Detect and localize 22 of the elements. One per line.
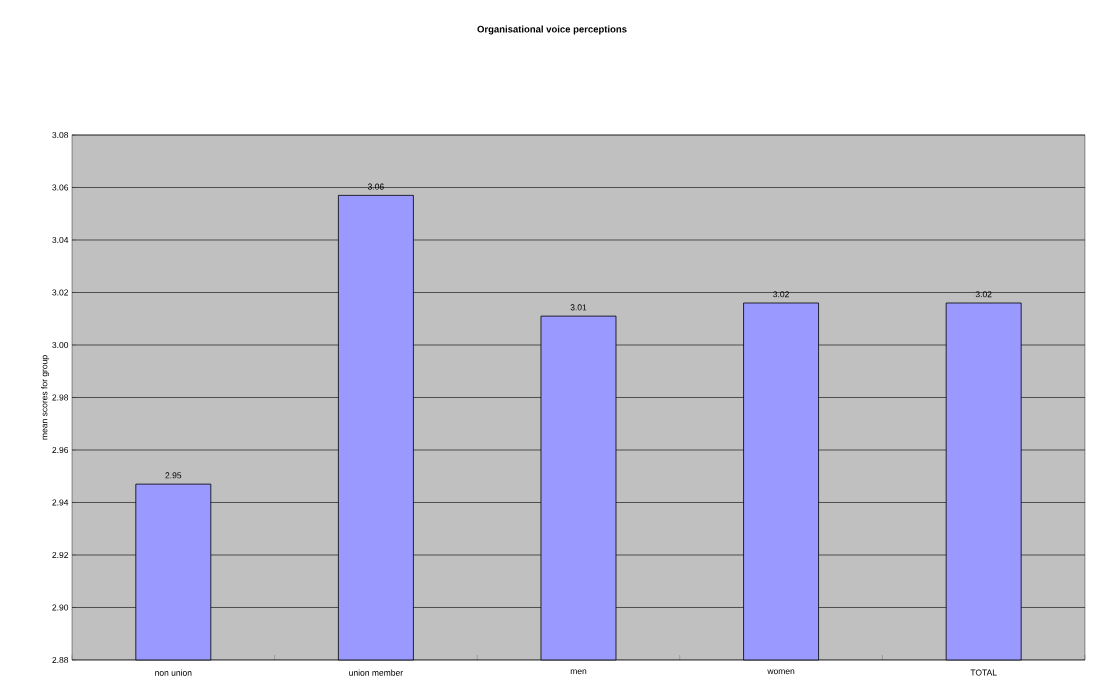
y-tick-label: 3.00 — [52, 341, 69, 348]
y-tick-label: 2.96 — [52, 446, 69, 453]
data-label: 3.02 — [773, 291, 789, 298]
x-tick-label: women — [767, 669, 795, 675]
data-label: 2.95 — [165, 472, 182, 479]
y-tick-label: 3.04 — [52, 236, 69, 243]
y-tick-label: 2.88 — [52, 656, 69, 663]
chart-title: Organisational voice perceptions — [477, 25, 627, 35]
y-tick-label: 2.92 — [52, 551, 69, 558]
data-label: 3.02 — [975, 291, 992, 298]
y-tick-label: 2.98 — [52, 394, 69, 401]
x-tick-label: men — [570, 669, 587, 675]
y-tick-label: 3.08 — [52, 131, 69, 138]
y-tick-label: 2.90 — [52, 604, 69, 611]
x-tick-label: TOTAL — [970, 669, 997, 676]
y-tick-label: 3.02 — [52, 289, 69, 296]
y-tick-label: 3.06 — [52, 184, 69, 191]
y-tick-label: 2.94 — [52, 499, 69, 506]
data-label: 3.01 — [570, 304, 587, 311]
x-tick-label: union member — [349, 669, 403, 676]
x-tick-label: non union — [155, 669, 192, 676]
y-axis-title: mean scores for group — [41, 355, 50, 440]
